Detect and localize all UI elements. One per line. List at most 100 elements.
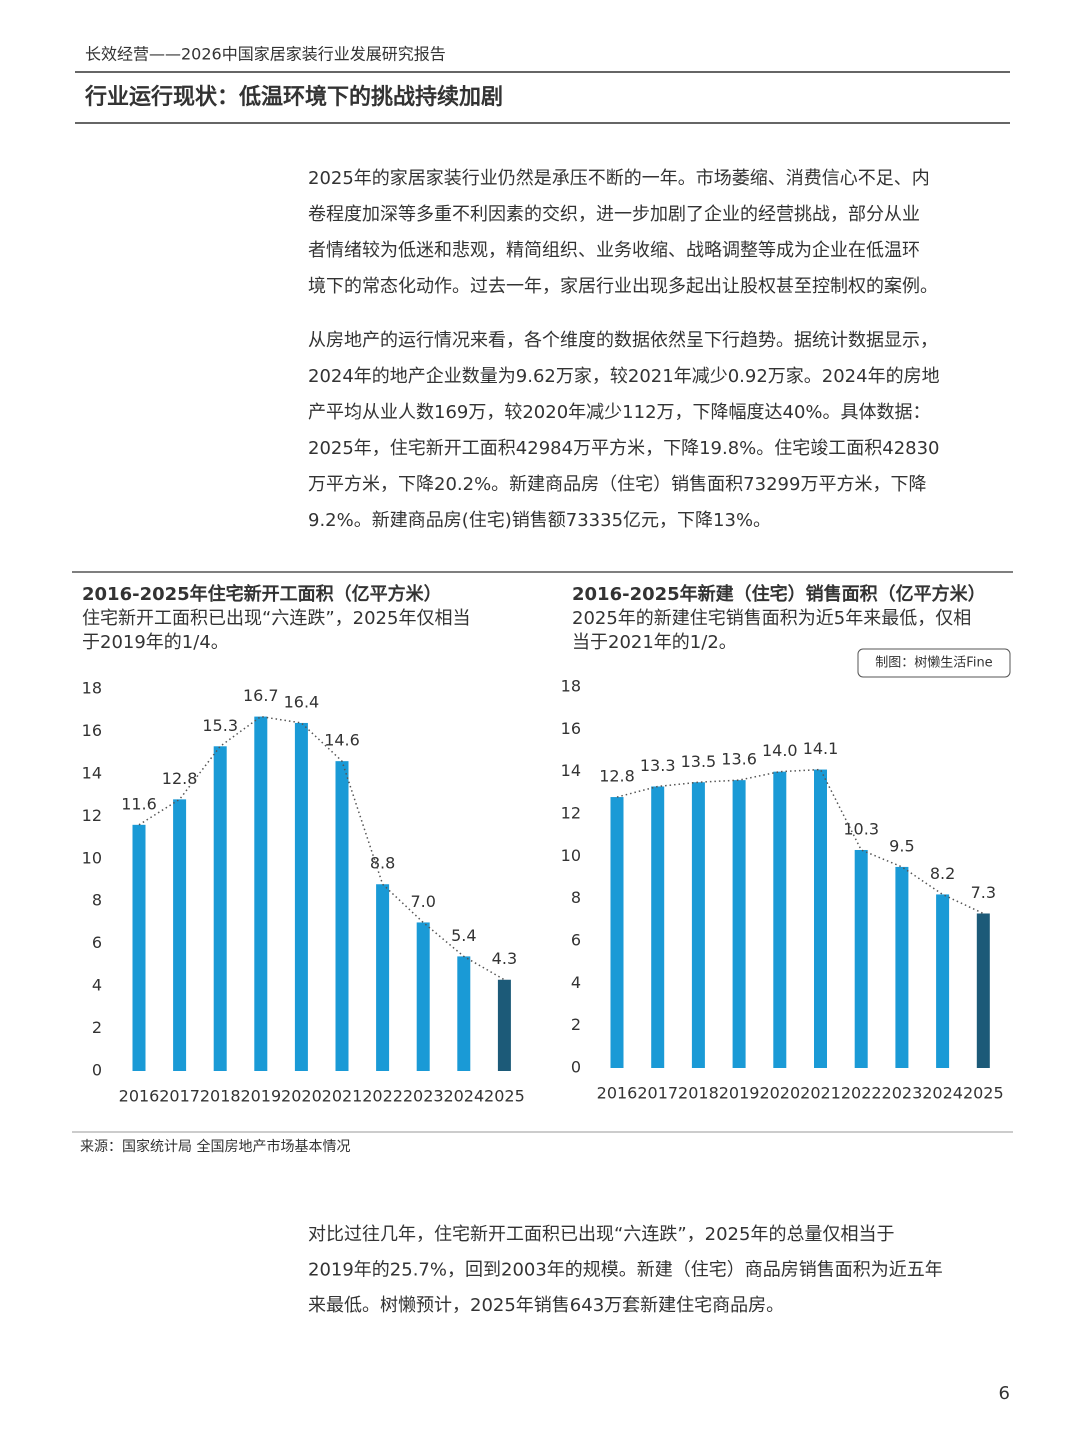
value-label: 14.0 bbox=[762, 741, 798, 760]
running-title: 长效经营——2026中国家居家装行业发展研究报告 bbox=[85, 45, 446, 64]
bar bbox=[457, 956, 471, 1071]
value-label: 7.0 bbox=[410, 892, 435, 911]
y-tick-label: 10 bbox=[561, 846, 581, 865]
bar bbox=[854, 849, 868, 1068]
page-number: 6 bbox=[999, 1383, 1010, 1404]
paragraph-line: 2019年的25.7%，回到2003年的规模。新建（住宅）商品房销售面积为近五年 bbox=[308, 1260, 943, 1281]
bar bbox=[976, 913, 990, 1068]
y-tick-label: 0 bbox=[92, 1061, 102, 1080]
y-tick-label: 16 bbox=[82, 721, 102, 740]
y-tick-label: 18 bbox=[82, 679, 102, 698]
x-tick-label: 2021 bbox=[800, 1084, 841, 1103]
y-tick-label: 2 bbox=[92, 1018, 102, 1037]
x-tick-label: 2018 bbox=[678, 1084, 719, 1103]
chart-title: 2016-2025年住宅新开工面积（亿平方米） bbox=[82, 583, 442, 605]
x-tick-label: 2022 bbox=[362, 1087, 403, 1106]
paragraph-line: 2025年的家居家装行业仍然是承压不断的一年。市场萎缩、消费信心不足、内 bbox=[308, 168, 930, 189]
x-tick-label: 2023 bbox=[403, 1087, 444, 1106]
bar bbox=[213, 746, 227, 1071]
x-tick-label: 2024 bbox=[922, 1084, 963, 1103]
x-tick-label: 2020 bbox=[281, 1087, 322, 1106]
value-label: 12.8 bbox=[599, 767, 635, 786]
paragraph-line: 者情绪较为低迷和悲观，精简组织、业务收缩、战略调整等成为企业在低温环 bbox=[308, 240, 920, 261]
x-tick-label: 2019 bbox=[240, 1087, 281, 1106]
value-label: 8.2 bbox=[930, 864, 955, 883]
trend-line bbox=[616, 768, 984, 915]
bar bbox=[814, 769, 827, 1068]
bar bbox=[173, 799, 187, 1071]
x-tick-label: 2021 bbox=[322, 1087, 363, 1106]
x-tick-label: 2020 bbox=[759, 1084, 800, 1103]
value-label: 8.8 bbox=[370, 854, 395, 873]
chart-subtitle: 当于2021年的1/2。 bbox=[572, 632, 737, 653]
bar bbox=[610, 797, 624, 1068]
chart-subtitle: 于2019年的1/4。 bbox=[82, 632, 229, 653]
x-tick-label: 2025 bbox=[484, 1087, 525, 1106]
bar bbox=[936, 894, 950, 1068]
bar bbox=[376, 884, 390, 1071]
y-tick-label: 16 bbox=[561, 719, 581, 738]
source: 来源：国家统计局 全国房地产市场基本情况 bbox=[80, 1138, 350, 1155]
paragraph-line: 2024年的地产企业数量为9.62万家，较2021年减少0.92万家。2024年… bbox=[308, 366, 940, 387]
value-label: 10.3 bbox=[843, 819, 879, 838]
bar bbox=[335, 761, 349, 1071]
x-tick-label: 2017 bbox=[637, 1084, 678, 1103]
bar bbox=[254, 716, 268, 1071]
value-label: 4.3 bbox=[492, 949, 517, 968]
y-tick-label: 0 bbox=[571, 1058, 581, 1077]
value-label: 11.6 bbox=[121, 794, 157, 813]
section-title: 行业运行现状：低温环境下的挑战持续加剧 bbox=[84, 84, 503, 110]
y-tick-label: 6 bbox=[92, 933, 102, 952]
bar bbox=[895, 866, 909, 1068]
x-tick-label: 2022 bbox=[841, 1084, 882, 1103]
value-label: 14.6 bbox=[324, 731, 360, 750]
y-tick-label: 14 bbox=[82, 763, 102, 782]
paragraph-line: 2025年，住宅新开工面积42984万平方米，下降19.8%。住宅竣工面积428… bbox=[308, 438, 940, 459]
paragraph-line: 从房地产的运行情况来看，各个维度的数据依然呈下行趋势。据统计数据显示， bbox=[308, 330, 938, 351]
paragraph-line: 产平均从业人数169万，较2020年减少112万，下降幅度达40%。具体数据： bbox=[308, 402, 931, 423]
value-label: 12.8 bbox=[162, 769, 198, 788]
bar bbox=[294, 722, 308, 1071]
value-label: 9.5 bbox=[889, 836, 914, 855]
y-tick-label: 4 bbox=[92, 976, 102, 995]
y-tick-label: 12 bbox=[561, 804, 581, 823]
x-tick-label: 2024 bbox=[443, 1087, 484, 1106]
chart-subtitle: 住宅新开工面积已出现“六连跌”，2025年仅相当 bbox=[82, 608, 470, 629]
bar bbox=[651, 786, 665, 1068]
value-label: 16.4 bbox=[284, 692, 320, 711]
x-tick-label: 2025 bbox=[963, 1084, 1004, 1103]
note-box bbox=[857, 648, 1011, 678]
x-tick-label: 2023 bbox=[882, 1084, 923, 1103]
trend-line bbox=[138, 715, 505, 981]
bar bbox=[497, 979, 511, 1071]
paragraph-line: 对比过往几年，住宅新开工面积已出现“六连跌”，2025年的总量仅相当于 bbox=[308, 1224, 894, 1245]
value-label: 13.6 bbox=[721, 750, 757, 769]
x-tick-label: 2018 bbox=[200, 1087, 241, 1106]
y-tick-label: 8 bbox=[92, 891, 102, 910]
value-label: 15.3 bbox=[202, 716, 238, 735]
x-tick-label: 2017 bbox=[159, 1087, 200, 1106]
y-tick-label: 8 bbox=[571, 888, 581, 907]
y-tick-label: 4 bbox=[571, 973, 581, 992]
value-label: 14.1 bbox=[803, 739, 839, 758]
paragraph-line: 卷程度加深等多重不利因素的交织，进一步加剧了企业的经营挑战，部分从业 bbox=[308, 204, 920, 225]
value-label: 13.3 bbox=[640, 756, 676, 775]
y-tick-label: 10 bbox=[82, 848, 102, 867]
y-tick-label: 14 bbox=[561, 761, 581, 780]
paragraph-line: 9.2%。新建商品房(住宅)销售额73335亿元，下降13%。 bbox=[308, 510, 771, 531]
y-tick-label: 2 bbox=[571, 1015, 581, 1034]
paragraph-line: 境下的常态化动作。过去一年，家居行业出现多起出让股权甚至控制权的案例。 bbox=[308, 276, 938, 297]
paragraph-line: 万平方米，下降20.2%。新建商品房（住宅）销售面积73299万平方米，下降 bbox=[308, 474, 926, 495]
x-tick-label: 2016 bbox=[597, 1084, 638, 1103]
value-label: 5.4 bbox=[451, 926, 476, 945]
chart-subtitle: 2025年的新建住宅销售面积为近5年来最低，仅相 bbox=[572, 608, 971, 629]
bar bbox=[691, 782, 705, 1068]
y-tick-label: 12 bbox=[82, 806, 102, 825]
y-tick-label: 18 bbox=[561, 677, 581, 696]
value-label: 16.7 bbox=[243, 686, 279, 705]
chart-note: 制图：树懒生活Fine bbox=[875, 656, 992, 671]
bar bbox=[732, 780, 746, 1068]
y-tick-label: 6 bbox=[571, 931, 581, 950]
value-label: 7.3 bbox=[971, 883, 996, 902]
